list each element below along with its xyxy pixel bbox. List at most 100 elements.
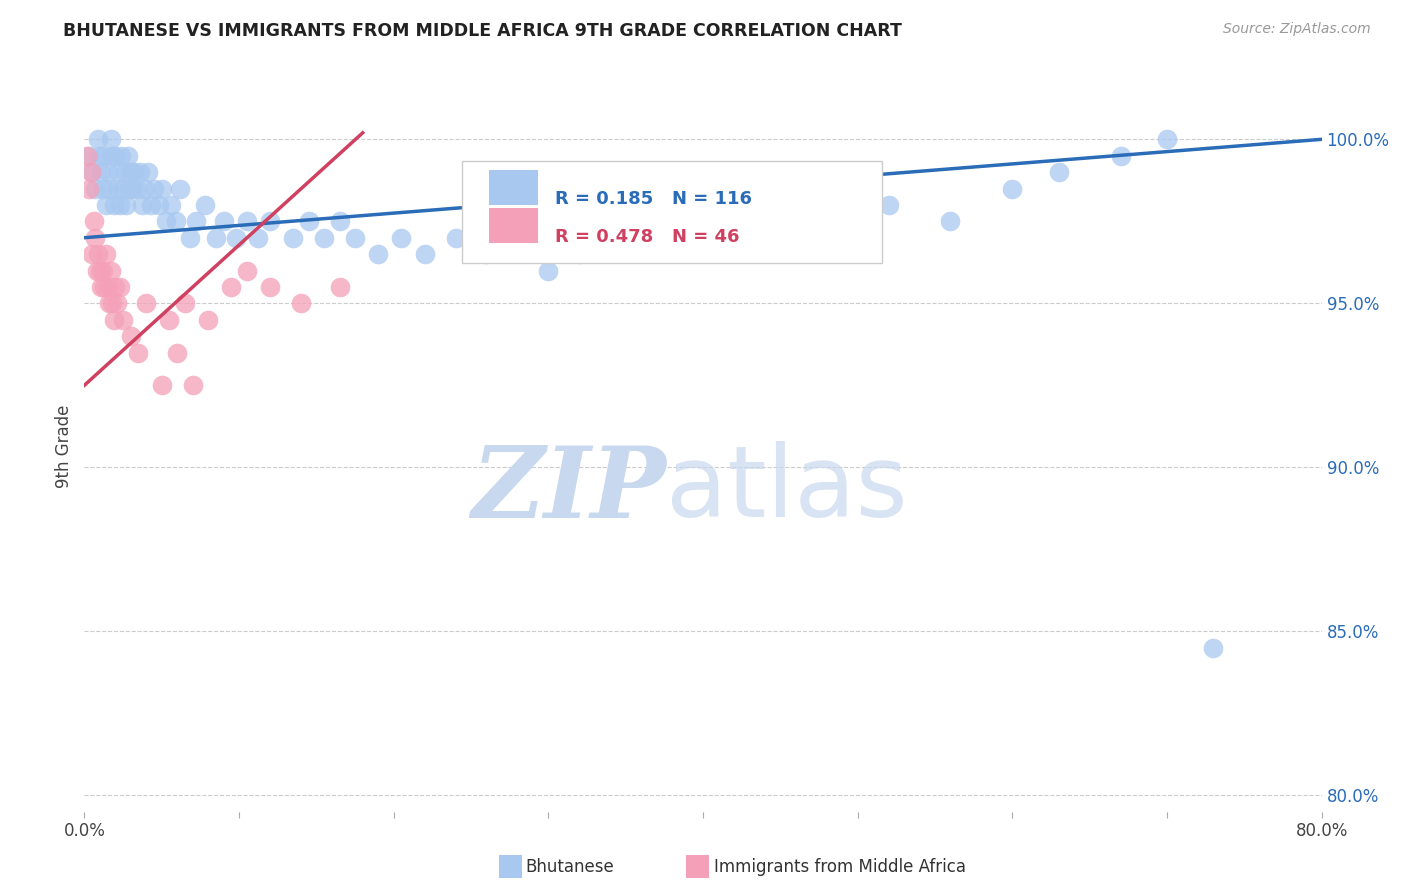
Point [90, 165, 112, 179]
Point [100, 263, 122, 277]
Point [568, 247, 591, 261]
Point [125, 181, 148, 195]
Point [79, 165, 101, 179]
Point [82, 165, 104, 179]
Point [129, 165, 152, 179]
Point [86, 263, 108, 277]
Point [329, 280, 352, 294]
Point [413, 247, 436, 261]
Point [259, 280, 281, 294]
Point [98, 181, 121, 195]
Text: R = 0.478   N = 46: R = 0.478 N = 46 [554, 227, 740, 245]
Point [104, 149, 127, 163]
Point [108, 280, 131, 294]
Point [181, 378, 204, 392]
Point [225, 231, 247, 245]
Point [77, 181, 100, 195]
Point [785, 198, 807, 212]
Point [599, 231, 621, 245]
Point [661, 231, 683, 245]
Point [115, 198, 138, 212]
Point [91, 181, 114, 195]
Point [105, 181, 128, 195]
Point [112, 312, 135, 326]
Point [236, 263, 259, 277]
Point [122, 165, 145, 179]
Point [159, 312, 181, 326]
Point [212, 214, 235, 228]
Point [101, 296, 124, 310]
Point [77, 149, 100, 163]
Point [738, 231, 761, 245]
Text: BHUTANESE VS IMMIGRANTS FROM MIDDLE AFRICA 9TH GRADE CORRELATION CHART: BHUTANESE VS IMMIGRANTS FROM MIDDLE AFRI… [63, 22, 903, 40]
Point [877, 198, 900, 212]
Point [444, 231, 467, 245]
Point [143, 181, 166, 195]
Point [120, 329, 142, 343]
Point [290, 296, 312, 310]
Point [391, 231, 413, 245]
Point [94, 198, 117, 212]
Point [128, 345, 150, 359]
Point [246, 231, 269, 245]
Point [101, 149, 124, 163]
Point [134, 181, 156, 195]
Point [87, 247, 110, 261]
Point [150, 181, 173, 195]
Text: R = 0.185   N = 116: R = 0.185 N = 116 [554, 190, 752, 208]
Point [1109, 149, 1132, 163]
Point [91, 263, 114, 277]
Point [103, 198, 125, 212]
Point [1156, 132, 1178, 146]
Point [150, 378, 173, 392]
FancyBboxPatch shape [489, 208, 538, 243]
Point [179, 231, 201, 245]
Point [84, 231, 107, 245]
Point [197, 312, 219, 326]
Point [537, 263, 560, 277]
Point [475, 247, 498, 261]
Point [184, 214, 207, 228]
Point [112, 181, 135, 195]
FancyBboxPatch shape [489, 169, 538, 205]
Point [314, 231, 336, 245]
Point [259, 214, 281, 228]
Point [329, 214, 352, 228]
Point [1047, 165, 1070, 179]
Point [1001, 181, 1024, 195]
Point [120, 165, 142, 179]
Point [160, 198, 183, 212]
Point [76, 149, 98, 163]
Point [83, 214, 105, 228]
Point [298, 214, 321, 228]
Point [236, 214, 259, 228]
Point [97, 165, 120, 179]
Point [169, 181, 191, 195]
Point [97, 280, 120, 294]
Point [93, 280, 115, 294]
Point [630, 214, 652, 228]
Point [93, 149, 115, 163]
Text: ZIP: ZIP [471, 442, 666, 538]
Point [82, 247, 104, 261]
Point [174, 296, 197, 310]
Point [118, 181, 141, 195]
Point [506, 214, 529, 228]
Point [831, 214, 853, 228]
Point [344, 231, 367, 245]
Point [98, 296, 121, 310]
Y-axis label: 9th Grade: 9th Grade [55, 404, 73, 488]
Point [165, 214, 187, 228]
Point [692, 214, 714, 228]
Text: Source: ZipAtlas.com: Source: ZipAtlas.com [1223, 22, 1371, 37]
Point [89, 263, 111, 277]
Point [108, 198, 131, 212]
Point [155, 214, 177, 228]
Point [103, 312, 125, 326]
Point [105, 296, 128, 310]
Point [89, 149, 111, 163]
Point [114, 165, 136, 179]
Point [205, 231, 228, 245]
Point [84, 181, 107, 195]
Text: Bhutanese: Bhutanese [526, 858, 614, 876]
